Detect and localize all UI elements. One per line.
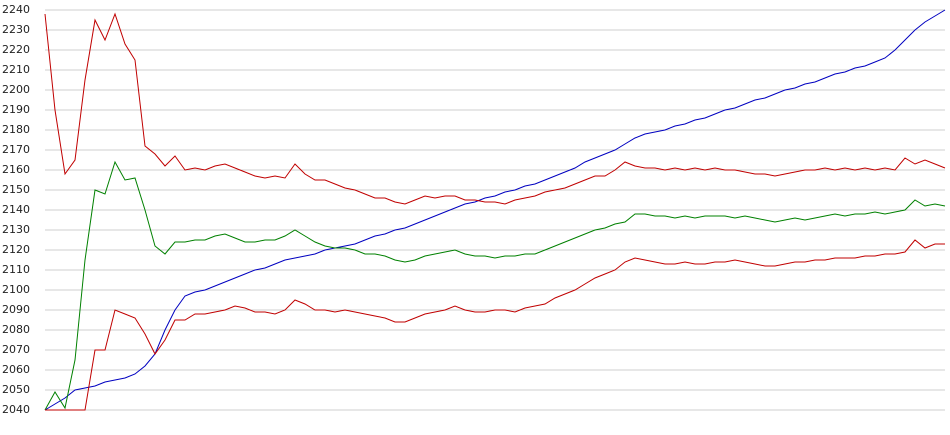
series-line [44, 9, 946, 411]
y-tick-label: 2080 [2, 323, 30, 336]
series-line [44, 12, 946, 205]
y-tick-label: 2170 [2, 143, 30, 156]
series-line [45, 239, 945, 411]
y-tick-label: 2200 [2, 83, 30, 96]
y-tick-label: 2230 [2, 23, 30, 36]
series-line [44, 160, 946, 411]
y-tick-label: 2240 [2, 3, 30, 16]
y-tick-label: 2150 [2, 183, 30, 196]
y-tick-label: 2210 [2, 63, 30, 76]
y-tick-label: 2090 [2, 303, 30, 316]
y-tick-label: 2220 [2, 43, 30, 56]
y-tick-label: 2160 [2, 163, 30, 176]
y-tick-label: 2040 [2, 403, 30, 416]
y-tick-label: 2100 [2, 283, 30, 296]
y-tick-label: 2120 [2, 243, 30, 256]
y-tick-label: 2050 [2, 383, 30, 396]
y-tick-label: 2110 [2, 263, 30, 276]
y-tick-label: 2180 [2, 123, 30, 136]
y-tick-label: 2130 [2, 223, 30, 236]
y-tick-label: 2190 [2, 103, 30, 116]
y-tick-label: 2140 [2, 203, 30, 216]
y-tick-label: 2060 [2, 363, 30, 376]
y-tick-label: 2070 [2, 343, 30, 356]
